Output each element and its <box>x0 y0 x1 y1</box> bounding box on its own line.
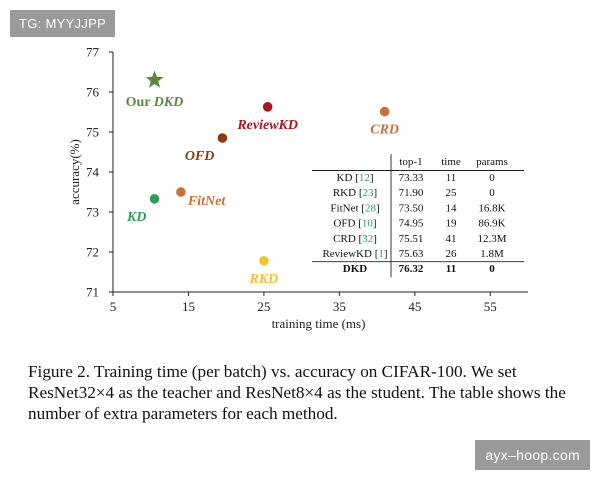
table-cell-method: DKD <box>343 263 368 275</box>
table-cell-top1: 75.63 <box>399 248 424 260</box>
x-tick-label: 35 <box>333 299 346 314</box>
table-cell-params: 12.3M <box>477 233 506 245</box>
x-tick-label: 25 <box>257 299 270 314</box>
table-cell-params: 0 <box>489 172 495 184</box>
x-tick-label: 45 <box>408 299 421 314</box>
table-cell-params: 16.8K <box>478 202 505 214</box>
x-tick-label: 55 <box>484 299 497 314</box>
table-cell-top1: 73.50 <box>399 202 424 214</box>
point-fitnet <box>176 187 186 197</box>
table-cell-method: OFD [10] <box>333 218 376 230</box>
y-axis-label: accuracy(%) <box>67 139 82 205</box>
table-cell-time: 19 <box>446 218 458 230</box>
point-our-dkd <box>145 70 164 88</box>
table-cell-params: 86.9K <box>478 218 505 230</box>
y-tick-label: 72 <box>86 245 99 260</box>
data-points: KD FitNet OFD ReviewKD CRD RKD Our DKD <box>126 70 399 287</box>
x-axis-label: training time (ms) <box>272 316 366 331</box>
table-cell-method: CRD [32] <box>333 233 377 245</box>
table-cell-time: 25 <box>446 187 458 199</box>
point-rkd <box>259 255 269 266</box>
point-label-kd: KD <box>126 210 146 225</box>
tag-badge: TG: MYYJJPP <box>10 10 116 37</box>
table-cell-time: 11 <box>446 263 456 275</box>
table-cell-top1: 76.32 <box>399 263 424 275</box>
point-label-fitnet: FitNet <box>187 194 226 209</box>
table-cell-top1: 73.33 <box>399 172 424 184</box>
y-tick-label: 73 <box>86 205 99 220</box>
point-reviewkd <box>262 102 273 112</box>
point-label-crd: CRD <box>370 123 399 138</box>
point-label-ofd: OFD <box>185 149 215 164</box>
point-ofd <box>217 133 228 143</box>
watermark-badge: ayx–hoop.com <box>475 440 590 470</box>
point-crd <box>379 106 390 117</box>
table-cell-top1: 74.95 <box>399 218 424 230</box>
table-cell-time: 26 <box>446 248 458 260</box>
table-cell-params: 0 <box>489 263 495 275</box>
table-cell-top1: 71.90 <box>399 187 424 199</box>
table-cell-time: 41 <box>446 233 457 245</box>
scatter-chart: 71 72 73 74 75 76 77 5 15 25 35 45 55 training time (… <box>67 45 528 331</box>
x-tick-label: 5 <box>110 299 117 314</box>
table-header-params: params <box>476 156 508 168</box>
y-tick-label: 74 <box>86 165 100 180</box>
comparison-table: top-1 time params KD [12] 73.33 11 0 RKD [23] 71… <box>312 154 524 278</box>
figure-caption: Figure 2. Training time (per batch) vs. … <box>28 362 566 423</box>
table-cell-params: 1.8M <box>480 248 504 260</box>
table-cell-time: 14 <box>446 202 458 214</box>
axes: 71 72 73 74 75 76 77 5 15 25 35 45 55 training time (… <box>67 45 528 331</box>
table-cell-time: 11 <box>446 172 457 184</box>
point-label-rkd: RKD <box>249 272 279 287</box>
point-kd <box>149 194 160 204</box>
y-tick-label: 71 <box>86 285 99 300</box>
table-cell-method: RKD [23] <box>333 187 377 199</box>
point-label-reviewkd: ReviewKD <box>236 118 298 133</box>
y-tick-label: 77 <box>86 45 100 60</box>
y-tick-label: 75 <box>86 125 99 140</box>
table-cell-top1: 75.51 <box>399 233 424 245</box>
table-cell-method: KD [12] <box>337 172 374 184</box>
point-label-our-dkd: Our DKD <box>126 95 184 110</box>
table-header-top1: top-1 <box>399 156 422 168</box>
table-cell-params: 0 <box>489 187 495 199</box>
table-header-time: time <box>441 156 461 168</box>
table-cell-method: FitNet [28] <box>330 202 379 214</box>
x-tick-label: 15 <box>182 299 195 314</box>
table-cell-method: ReviewKD [1] <box>322 248 387 260</box>
y-tick-label: 76 <box>86 85 100 100</box>
